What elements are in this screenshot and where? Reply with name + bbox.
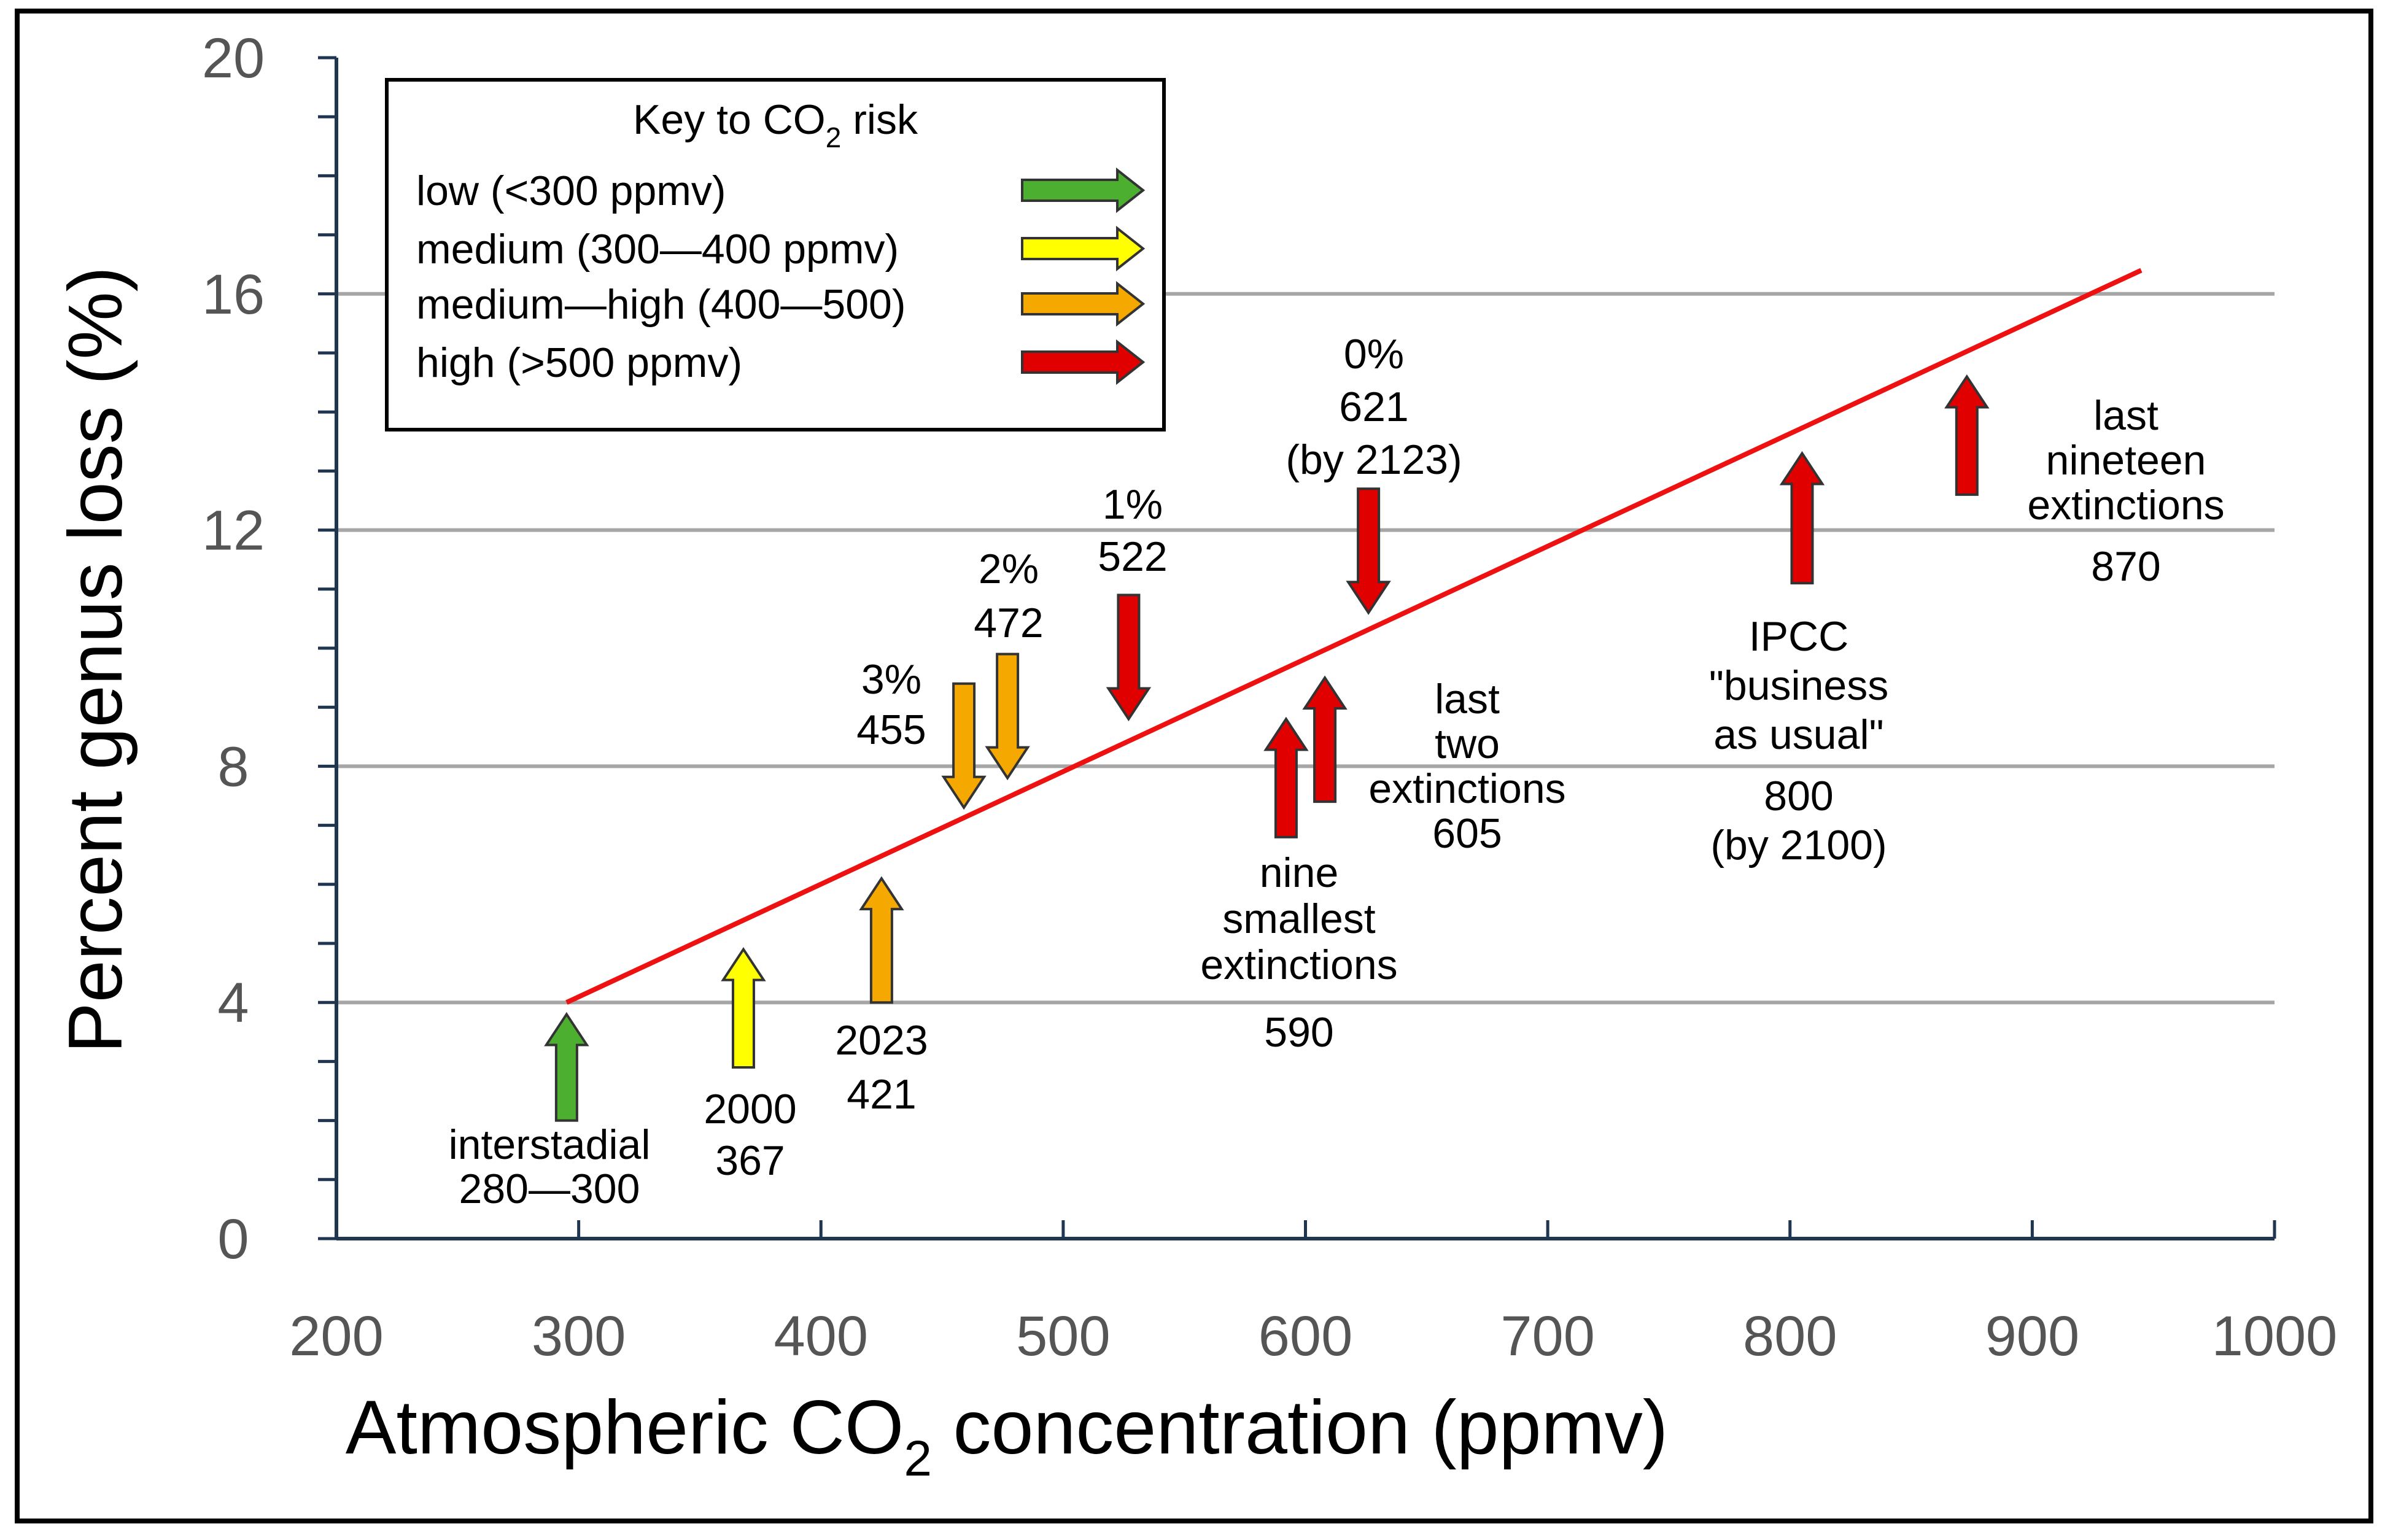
x-tick-label: 300 [532,1305,626,1368]
legend-item-label: low (<300 ppmv) [416,168,726,214]
y-tick-label: 16 [202,263,265,326]
one-percent-label-line: 1% [1103,481,1163,528]
interstadial-label-line: interstadial [449,1121,651,1168]
year2023-label-line: 2023 [835,1017,928,1064]
x-tick-label: 200 [289,1305,384,1368]
year2023-arrow [859,876,904,1004]
last-two-label-line: last [1435,676,1500,722]
y-tick-label: 8 [217,735,249,798]
x-tick-label: 800 [1743,1305,1837,1368]
ipcc-label-line: IPCC [1749,613,1848,660]
trend-layer [565,268,2143,1005]
legend-item-label: high (>500 ppmv) [416,339,742,386]
ipcc-label-line: (by 2100) [1710,822,1887,869]
zero-percent-label-line: 621 [1339,384,1408,430]
y-axis-title: Percent genus loss (%) [53,266,138,1053]
last-nineteen-label-line: 870 [2091,543,2160,590]
zero-percent-arrow [1346,487,1391,615]
two-percent-label-line: 472 [974,600,1043,646]
x-axis-title: Atmospheric CO2 concentration (ppmv) [346,1385,1668,1487]
x-tick-label: 900 [1985,1305,2080,1368]
last-two-label-line: two [1435,721,1500,767]
zero-percent-label-line: (by 2123) [1286,436,1462,483]
interstadial-arrow [544,1012,589,1122]
legend-title: Key to CO2 risk [633,96,918,153]
nine-smallest-label-line: nine [1260,849,1339,896]
last-nineteen-label-line: last [2093,392,2158,439]
last-two-label-line: 605 [1432,810,1502,857]
ipcc-label-line: "business [1709,662,1889,709]
three-percent-arrow [941,682,987,810]
legend: Key to CO2 risk low (<300 ppmv) medium (3… [385,78,1166,431]
grid-layer [336,292,2275,1005]
legend-medium-arrow [1021,225,1146,272]
legend-high-arrow [1021,339,1146,385]
legend-items: low (<300 ppmv) medium (300—400 ppmv) medi… [416,167,1146,386]
x-tick-label: 600 [1259,1305,1353,1368]
last-two-arrow [1302,675,1348,803]
trend-line [565,268,2143,1005]
two-percent-label-line: 2% [979,546,1039,592]
x-tick-label: 700 [1500,1305,1595,1368]
year2000-label-line: 367 [715,1137,785,1184]
ipcc-label-line: as usual" [1713,711,1883,758]
legend-medium_high-arrow [1021,281,1146,327]
zero-percent-label-line: 0% [1344,331,1404,377]
last-nineteen-arrow [1944,374,1990,496]
y-tick-label: 12 [202,500,265,562]
one-percent-arrow [1106,594,1152,722]
year2000-arrow [721,946,766,1069]
last-two-label-line: extinctions [1368,765,1565,812]
last-nineteen-label-line: nineteen [2046,437,2206,484]
two-percent-arrow [985,652,1030,781]
nine-smallest-arrow [1263,716,1309,838]
year2000-label-line: 2000 [704,1086,796,1132]
x-tick-label: 400 [774,1305,869,1368]
interstadial-label-line: 280—300 [459,1166,640,1212]
legend-item-label: medium (300—400 ppmv) [416,226,899,273]
three-percent-label-line: 455 [856,706,926,753]
y-tick-label: 20 [202,27,265,90]
legend-item-label: medium—high (400—500) [416,281,906,328]
y-tick-label: 0 [217,1208,249,1271]
year2023-label-line: 421 [847,1071,916,1118]
nine-smallest-label-line: 590 [1264,1009,1333,1056]
ipcc-label-line: 800 [1764,773,1833,819]
x-tick-label: 1000 [2212,1305,2338,1368]
nine-smallest-label-line: smallest [1222,896,1375,942]
axes-layer: 0 4 8 12 16 20 200 300 400 500 600 700 800 900 1000 [202,27,2338,1368]
three-percent-label-line: 3% [861,656,921,703]
last-nineteen-label-line: extinctions [2027,482,2224,528]
y-tick-label: 4 [217,972,249,1034]
one-percent-label-line: 522 [1098,533,1167,580]
arrow-layer [544,374,1990,1122]
ipcc-arrow [1779,451,1825,585]
legend-low-arrow [1021,167,1146,214]
nine-smallest-label-line: extinctions [1200,942,1397,988]
x-tick-label: 500 [1016,1305,1111,1368]
